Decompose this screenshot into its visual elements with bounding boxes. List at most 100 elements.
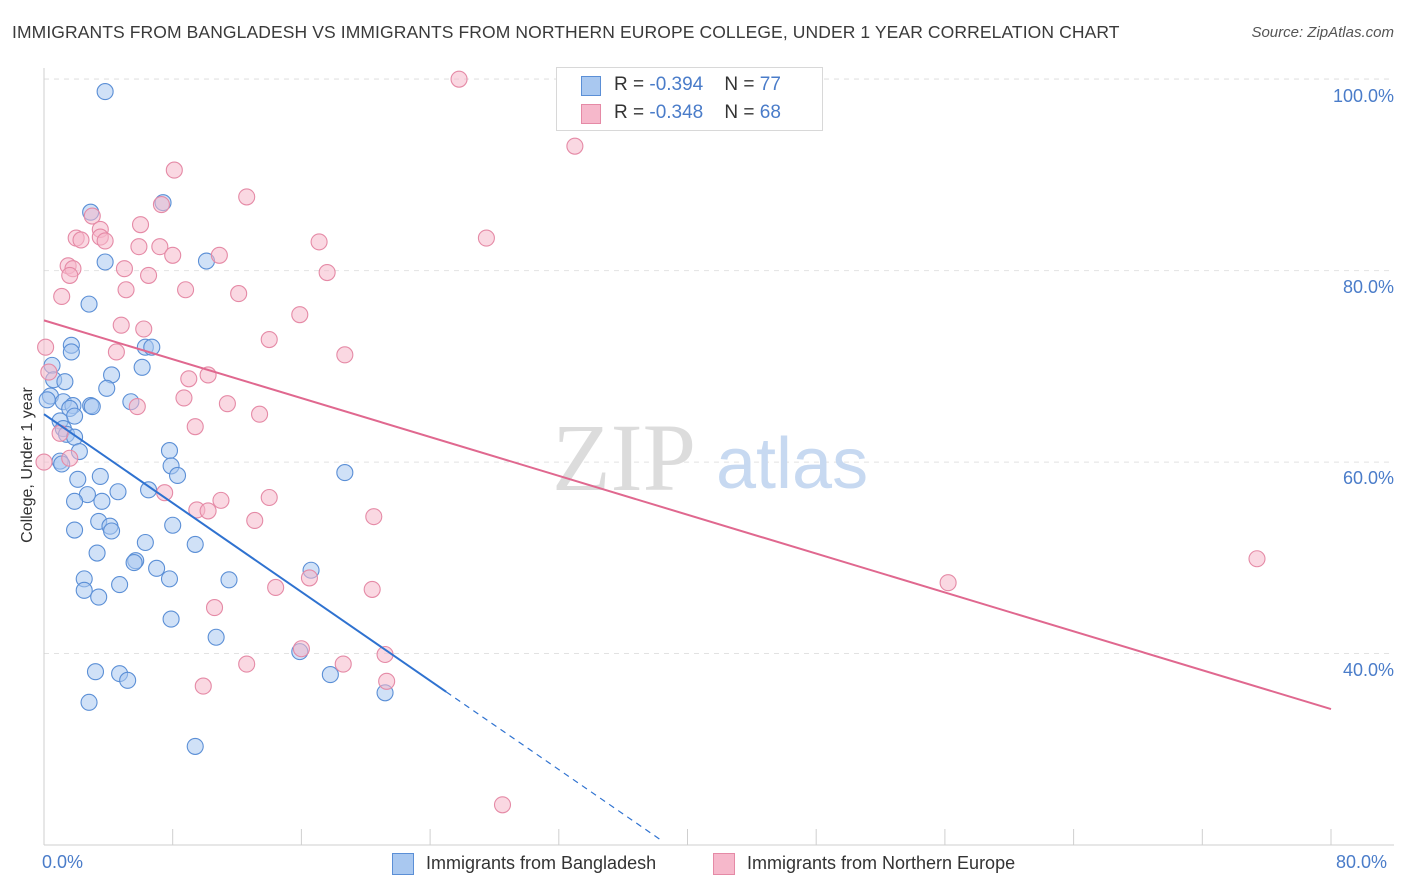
data-point-bangladesh: [133, 358, 151, 376]
data-point-northern-europe: [246, 511, 264, 530]
r-label: R =: [614, 74, 650, 95]
data-point-bangladesh: [140, 481, 158, 499]
data-point-northern-europe: [365, 508, 383, 526]
data-point-bangladesh: [186, 737, 204, 755]
data-point-bangladesh: [86, 663, 105, 681]
data-point-northern-europe: [61, 266, 79, 284]
data-point-bangladesh: [93, 492, 111, 510]
watermark-atlas: atlas: [716, 424, 868, 504]
data-point-northern-europe: [180, 370, 198, 388]
data-point-northern-europe: [151, 238, 169, 256]
trend-lines: [43, 319, 1332, 843]
data-point-bangladesh: [91, 467, 109, 485]
y-tick-label: 60.0%: [1342, 468, 1394, 488]
data-point-bangladesh: [88, 544, 106, 562]
data-point-northern-europe: [334, 655, 352, 673]
data-point-bangladesh: [119, 671, 137, 689]
data-point-northern-europe: [107, 343, 125, 361]
data-point-northern-europe: [37, 338, 55, 356]
data-point-bangladesh: [164, 516, 182, 534]
data-point-northern-europe: [1248, 550, 1266, 568]
n-value: 68: [759, 102, 781, 123]
data-point-bangladesh: [69, 470, 87, 488]
n-value: 77: [759, 74, 781, 95]
data-point-northern-europe: [251, 405, 269, 423]
data-point-northern-europe: [378, 672, 396, 690]
data-point-bangladesh: [98, 379, 116, 397]
data-point-bangladesh: [80, 295, 98, 313]
data-point-bangladesh: [186, 535, 204, 553]
data-point-northern-europe: [318, 263, 336, 282]
data-point-northern-europe: [96, 232, 114, 250]
watermark-zip: ZIP: [552, 404, 696, 511]
data-point-bangladesh: [321, 666, 339, 684]
data-point-bangladesh: [109, 483, 127, 501]
data-point-bangladesh: [96, 253, 114, 271]
data-point-bangladesh: [125, 554, 143, 572]
data-point-bangladesh: [207, 628, 225, 646]
data-point-bangladesh: [80, 693, 98, 711]
data-point-bangladesh: [148, 559, 166, 577]
x-tick-label: 0.0%: [42, 852, 84, 872]
data-point-northern-europe: [152, 196, 170, 214]
data-point-northern-europe: [199, 502, 217, 520]
data-point-northern-europe: [212, 491, 230, 509]
data-point-northern-europe: [115, 260, 133, 278]
data-point-northern-europe: [238, 655, 256, 673]
data-point-northern-europe: [210, 246, 228, 264]
data-point-northern-europe: [477, 229, 495, 247]
data-point-bangladesh: [96, 83, 114, 101]
data-point-northern-europe: [336, 346, 354, 364]
data-point-northern-europe: [130, 238, 148, 256]
y-tick-label: 40.0%: [1342, 660, 1394, 680]
data-point-bangladesh: [38, 391, 56, 409]
data-point-northern-europe: [165, 161, 183, 179]
data-point-northern-europe: [300, 569, 318, 587]
data-point-northern-europe: [218, 395, 236, 413]
data-point-northern-europe: [112, 316, 130, 334]
data-point-northern-europe: [175, 389, 193, 407]
data-point-northern-europe: [83, 207, 101, 225]
legend-swatch-blue: [581, 76, 601, 96]
chart-title: IMMIGRANTS FROM BANGLADESH VS IMMIGRANTS…: [12, 22, 1120, 42]
data-point-northern-europe: [260, 488, 278, 507]
data-point-bangladesh: [66, 521, 84, 539]
data-point-bangladesh: [336, 464, 354, 482]
data-point-northern-europe: [35, 453, 53, 471]
data-point-northern-europe: [566, 137, 584, 155]
trend-line-northern-europe: [43, 319, 1332, 711]
data-point-northern-europe: [939, 574, 957, 592]
data-point-northern-europe: [40, 363, 58, 381]
data-point-northern-europe: [450, 70, 468, 88]
data-point-bangladesh: [66, 492, 84, 510]
data-point-bangladesh: [83, 397, 101, 416]
data-point-northern-europe: [61, 449, 79, 467]
data-point-northern-europe: [53, 287, 71, 306]
data-point-northern-europe: [292, 640, 310, 658]
legend-swatch-pink: [581, 104, 601, 124]
data-point-northern-europe: [493, 796, 512, 814]
data-point-bangladesh: [160, 442, 179, 460]
x-tick-label: 80.0%: [1336, 852, 1388, 872]
watermark: ZIP atlas: [552, 404, 868, 511]
data-point-northern-europe: [140, 266, 158, 284]
data-point-northern-europe: [72, 231, 90, 249]
data-point-northern-europe: [135, 320, 153, 338]
data-point-northern-europe: [51, 424, 69, 442]
legend-swatch-pink: [713, 853, 735, 875]
data-point-northern-europe: [291, 306, 309, 324]
data-point-northern-europe: [128, 397, 146, 416]
legend-swatch-blue: [392, 853, 414, 875]
data-point-bangladesh: [136, 533, 154, 552]
data-point-bangladesh: [56, 373, 74, 391]
n-label: N =: [724, 74, 760, 95]
source-credit: Source: ZipAtlas.com: [1251, 24, 1394, 41]
data-point-northern-europe: [117, 281, 135, 299]
grid-lines: [44, 78, 1391, 655]
data-point-northern-europe: [131, 216, 150, 234]
data-point-bangladesh: [75, 581, 93, 599]
data-point-bangladesh: [103, 522, 121, 540]
data-point-northern-europe: [260, 330, 278, 349]
data-point-northern-europe: [164, 246, 182, 264]
